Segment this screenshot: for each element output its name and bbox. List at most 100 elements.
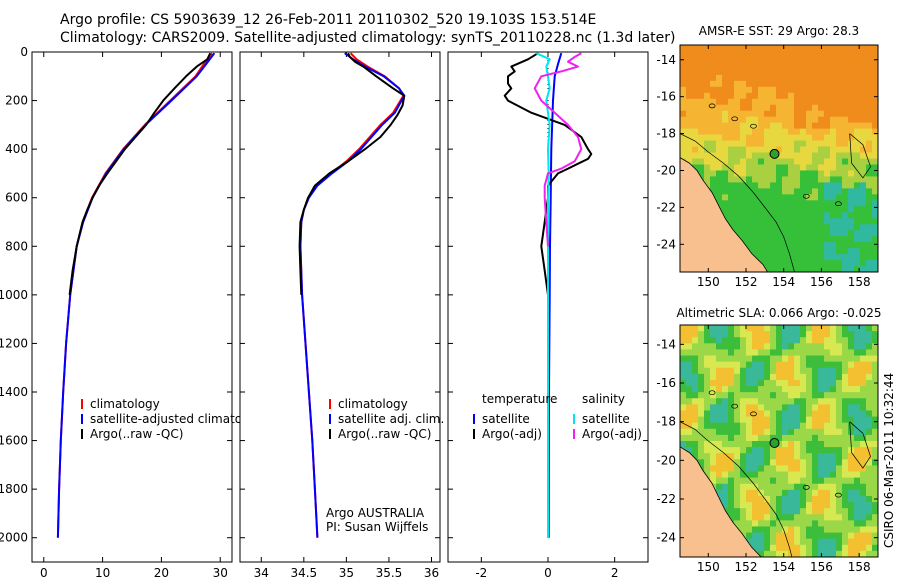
map-cell (860, 386, 867, 393)
map-cell (824, 104, 831, 112)
map-cell (800, 182, 807, 189)
map-cell (758, 355, 765, 363)
map-cell (866, 398, 873, 405)
map-cell (794, 104, 801, 112)
map-cell (734, 453, 741, 460)
map-cell (818, 532, 825, 540)
map-cell (692, 50, 699, 58)
map-cell (806, 514, 813, 521)
map-cell (842, 188, 849, 195)
map-cell (836, 56, 843, 64)
map-cell (782, 459, 789, 466)
map-cell (872, 170, 878, 177)
map-cell (770, 56, 777, 64)
map-cell (740, 152, 747, 159)
map-cell (824, 453, 831, 460)
map-cell (746, 404, 753, 411)
map-cell (770, 392, 777, 399)
map-cell (710, 447, 717, 454)
map-cell (866, 526, 873, 533)
map-cell (686, 398, 693, 405)
map-cell (770, 98, 777, 106)
map-cell (836, 502, 843, 509)
map-cell (782, 248, 789, 255)
map-cell (794, 343, 801, 350)
map-cell (782, 50, 789, 58)
map-cell (716, 373, 723, 381)
map-cell (842, 447, 849, 454)
map-cell (782, 441, 789, 448)
map-cell (770, 489, 777, 497)
map-cell (812, 86, 819, 94)
map-cell (860, 134, 867, 141)
map-cell (872, 236, 878, 243)
map-cell (788, 343, 795, 350)
map-cell (836, 104, 843, 112)
map-cell (728, 331, 735, 338)
map-cell (782, 538, 789, 546)
map-cell (740, 134, 747, 141)
map-cell (728, 453, 735, 460)
map-cell (758, 331, 765, 338)
map-cell (716, 134, 723, 141)
map-cell (848, 122, 855, 130)
map-cell (740, 224, 747, 231)
map-cell (776, 140, 783, 147)
map-cell (800, 224, 807, 231)
map-cell (872, 260, 878, 267)
map-cell (854, 170, 861, 177)
map-cell (692, 110, 699, 118)
map-cell (824, 242, 831, 249)
map-cell (776, 62, 783, 70)
map-cell (764, 422, 771, 430)
map-cell (794, 532, 801, 540)
map-cell (788, 361, 795, 369)
map-cell (788, 422, 795, 430)
map-cell (728, 404, 735, 411)
map-cell (734, 212, 741, 219)
map-cell (740, 62, 747, 70)
map-cell (770, 398, 777, 405)
map-cell (758, 495, 765, 503)
map-cell (854, 361, 861, 369)
map-cell (824, 373, 831, 381)
map-cell (848, 236, 855, 243)
map-cell (842, 471, 849, 479)
map-cell (866, 337, 873, 344)
reef-contour (849, 133, 871, 179)
map-cell (812, 140, 819, 147)
map-cell (824, 349, 831, 356)
map-cell (794, 164, 801, 171)
map-cell (824, 471, 831, 479)
map-cell (722, 200, 729, 207)
map-cell (806, 398, 813, 405)
map-cell (788, 110, 795, 118)
map-cell (752, 194, 759, 201)
map-cell (854, 122, 861, 130)
map-cell (824, 116, 831, 124)
map-cell (782, 236, 789, 243)
map-cell (692, 416, 699, 424)
map-cell (776, 122, 783, 130)
map-cell (866, 373, 873, 381)
map-cell (788, 434, 795, 442)
series-line (535, 52, 551, 538)
map-cell (824, 367, 831, 375)
map-cell (812, 98, 819, 106)
map-cell (794, 361, 801, 369)
map-cell (866, 98, 873, 106)
map-cell (734, 206, 741, 213)
map-cell (788, 386, 795, 393)
map-cell (800, 212, 807, 219)
map-cell (788, 544, 795, 552)
map-cell (788, 212, 795, 219)
map-cell (794, 128, 801, 135)
map-cell (824, 248, 831, 255)
map-cell (830, 164, 837, 171)
map-cell (800, 128, 807, 135)
map-cell (746, 514, 753, 521)
map-cell (758, 532, 765, 540)
x-tick-label: 150 (697, 275, 720, 289)
map-cell (734, 164, 741, 171)
map-cell (866, 416, 873, 424)
